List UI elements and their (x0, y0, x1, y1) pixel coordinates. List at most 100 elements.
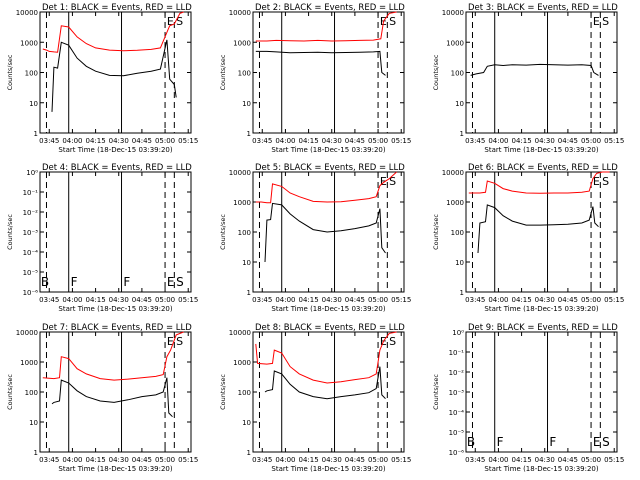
y-tick-label: 10⁰ (26, 169, 38, 177)
x-tick-label: 04:00 (275, 137, 295, 145)
y-axis-label: Counts/sec (219, 54, 227, 90)
y-tick-label: 1000 (233, 199, 251, 207)
events-series-line (51, 39, 177, 112)
y-tick-label: 10 (29, 419, 38, 427)
y-axis-label: Counts/sec (432, 214, 440, 250)
panel-title: Det 2: BLACK = Events, RED = LLD (255, 3, 405, 13)
marker-label: F (123, 275, 130, 289)
x-axis-label: Start Time (18-Dec-15 03:39:20) (484, 465, 598, 473)
marker-label: F (549, 435, 556, 449)
x-tick-label: 03:45 (252, 296, 272, 304)
y-tick-label: 1 (247, 449, 251, 457)
panel-title: Det 9: BLACK = Events, RED = LLD (468, 323, 618, 333)
x-tick-label: 04:00 (62, 456, 82, 464)
marker-label: S (602, 15, 609, 28)
y-tick-label: 10 (455, 259, 464, 267)
y-tick-label: 1000 (446, 39, 464, 47)
marker-label: E (593, 435, 601, 449)
marker-label: E (593, 15, 600, 28)
x-tick-label: 04:15 (511, 456, 531, 464)
x-tick-label: 04:30 (109, 137, 129, 145)
detector-panel-3: Det 3: BLACK = Events, RED = LLD 1 10 100 10… (432, 3, 624, 154)
x-tick-label: 05:00 (155, 456, 175, 464)
x-tick-label: 04:00 (275, 456, 295, 464)
x-tick-label: 03:45 (465, 456, 485, 464)
events-series-line (264, 366, 386, 400)
x-tick-label: 04:15 (511, 137, 531, 145)
y-tick-label: 10 (242, 100, 251, 108)
x-tick-label: 03:45 (39, 137, 59, 145)
y-tick-label: 100 (25, 70, 38, 78)
y-tick-label: 10000 (16, 329, 38, 337)
y-tick-label: 10000 (442, 169, 464, 177)
y-tick-label: 1 (247, 130, 251, 138)
detector-panel-2: Det 2: BLACK = Events, RED = LLD 1 10 100 10… (219, 3, 411, 154)
y-tick-label: 10000 (442, 9, 464, 17)
y-tick-label: 100 (451, 229, 464, 237)
x-tick-label: 04:45 (345, 456, 365, 464)
y-tick-label: 10 (242, 419, 251, 427)
y-tick-label: 10 (29, 100, 38, 108)
y-tick-label: 100 (238, 70, 251, 78)
panel-title: Det 3: BLACK = Events, RED = LLD (468, 3, 618, 13)
x-tick-label: 04:30 (109, 296, 129, 304)
x-tick-label: 04:00 (62, 137, 82, 145)
x-axis-label: Start Time (18-Dec-15 03:39:20) (58, 305, 172, 313)
x-tick-label: 05:00 (155, 137, 175, 145)
x-tick-label: 05:00 (581, 456, 601, 464)
detector-panel-4: Det 4: BLACK = Events, RED = LLD 10⁻⁶ 10⁻⁵… (6, 163, 198, 313)
x-tick-label: 04:30 (535, 456, 555, 464)
marker-label: E (167, 275, 175, 289)
y-tick-label: 1000 (446, 199, 464, 207)
x-tick-label: 04:15 (85, 456, 105, 464)
x-tick-label: 05:15 (391, 296, 411, 304)
x-axis-label: Start Time (18-Dec-15 03:39:20) (271, 465, 385, 473)
x-axis-label: Start Time (18-Dec-15 03:39:20) (484, 146, 598, 154)
y-tick-label: 1 (34, 130, 38, 138)
x-tick-label: 04:15 (511, 296, 531, 304)
y-tick-label: 1 (460, 130, 464, 138)
y-axis-label: Counts/sec (432, 54, 440, 90)
x-tick-label: 05:00 (155, 296, 175, 304)
detector-panel-9: Det 9: BLACK = Events, RED = LLD 10⁻⁶ 10⁻⁵… (432, 323, 624, 473)
marker-label: F (71, 275, 78, 289)
y-tick-label: 10 (242, 259, 251, 267)
x-axis-label: Start Time (18-Dec-15 03:39:20) (271, 305, 385, 313)
x-tick-label: 05:15 (178, 137, 198, 145)
y-axis-label: Counts/sec (6, 214, 14, 250)
y-tick-label: 10⁻¹ (23, 189, 39, 197)
x-tick-label: 04:30 (322, 137, 342, 145)
marker-label: S (389, 175, 396, 188)
y-tick-label: 10⁻⁶ (449, 449, 465, 457)
marker-label: S (389, 15, 396, 28)
x-tick-label: 05:00 (368, 456, 388, 464)
x-tick-label: 03:45 (465, 296, 485, 304)
x-tick-label: 04:15 (298, 296, 318, 304)
x-tick-label: 03:45 (39, 456, 59, 464)
x-tick-label: 04:45 (132, 296, 152, 304)
detector-panel-8: Det 8: BLACK = Events, RED = LLD 1 10 100 10… (219, 323, 411, 473)
y-tick-label: 100 (238, 229, 251, 237)
y-tick-label: 10⁰ (452, 329, 464, 337)
x-tick-label: 05:15 (604, 456, 624, 464)
x-axis-label: Start Time (18-Dec-15 03:39:20) (58, 146, 172, 154)
x-tick-label: 04:45 (558, 137, 578, 145)
y-tick-label: 100 (238, 389, 251, 397)
plot-frame (39, 331, 192, 453)
x-tick-label: 05:15 (391, 456, 411, 464)
panel-title: Det 6: BLACK = Events, RED = LLD (468, 163, 618, 173)
y-tick-label: 10000 (229, 169, 251, 177)
x-tick-label: 05:00 (368, 137, 388, 145)
x-tick-label: 05:00 (581, 137, 601, 145)
panel-title: Det 5: BLACK = Events, RED = LLD (255, 163, 405, 173)
marker-label: S (176, 335, 183, 348)
marker-label: E (380, 175, 387, 188)
lld-series-line (255, 171, 397, 204)
x-tick-label: 03:45 (39, 296, 59, 304)
y-tick-label: 100 (25, 389, 38, 397)
x-tick-label: 04:15 (298, 456, 318, 464)
panel-title: Det 8: BLACK = Events, RED = LLD (255, 323, 405, 333)
plot-frame (39, 171, 192, 293)
plot-frame (465, 331, 618, 453)
